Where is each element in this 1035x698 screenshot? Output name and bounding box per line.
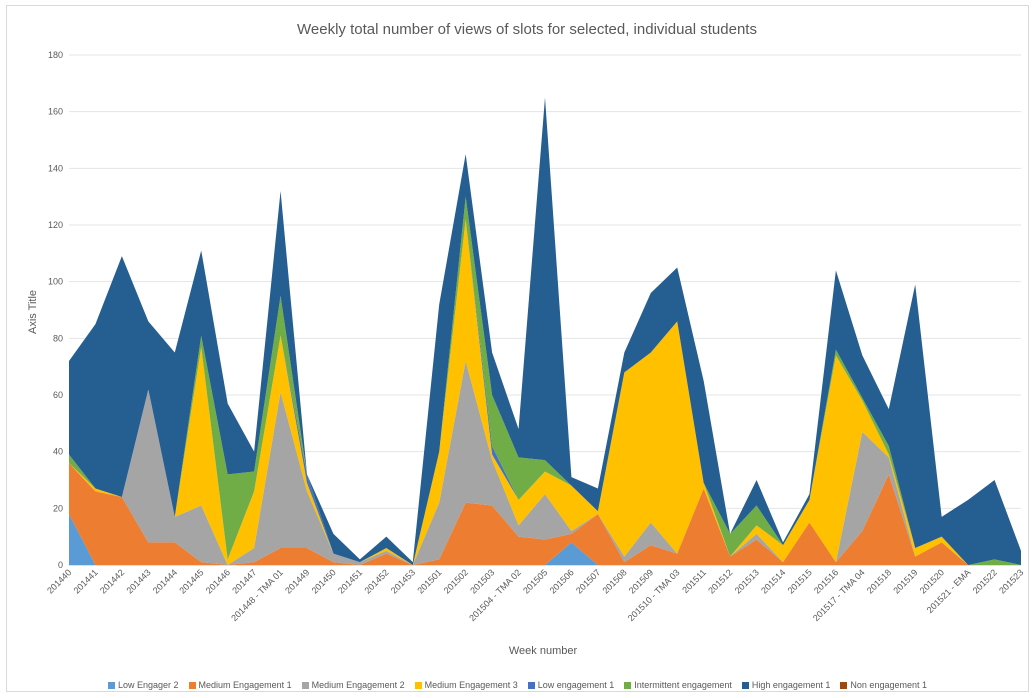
x-tick-label: 201501: [415, 567, 443, 595]
legend-item: Non engagement 1: [840, 678, 927, 692]
legend-swatch: [108, 681, 115, 689]
x-tick-label: 201523: [997, 567, 1025, 595]
y-tick-label: 80: [53, 333, 63, 343]
x-tick-label: 201446: [204, 567, 232, 595]
plot-area: [69, 97, 1021, 566]
x-axis-ticks: 2014402014412014422014432014442014452014…: [45, 567, 1025, 623]
x-tick-label: 201440: [45, 567, 73, 595]
legend-item: High engagement 1: [741, 678, 831, 692]
y-tick-label: 0: [58, 560, 63, 570]
x-tick-label: 201514: [759, 567, 787, 595]
x-tick-label: 201453: [389, 567, 417, 595]
y-tick-label: 60: [53, 390, 63, 400]
x-tick-label: 201513: [733, 567, 761, 595]
x-tick-label: 201442: [98, 567, 126, 595]
x-tick-label: 201522: [971, 567, 999, 595]
chart-legend: Low Engager 2 Medium Engagement 1 Medium E…: [0, 678, 1035, 692]
y-tick-label: 160: [48, 107, 63, 117]
series-area-intermittent-engagement: [69, 196, 1021, 566]
x-tick-label: 201506: [548, 567, 576, 595]
x-tick-label: 201449: [283, 567, 311, 595]
legend-swatch: [624, 681, 632, 689]
legend-swatch: [741, 681, 749, 689]
y-tick-label: 40: [53, 447, 63, 457]
legend-item: Low Engager 2: [108, 678, 179, 692]
x-tick-label: 201445: [177, 567, 205, 595]
legend-item: Medium Engagement 3: [414, 678, 518, 692]
x-tick-label: 201519: [891, 567, 919, 595]
series-area-medium-engagement-2: [69, 361, 1021, 565]
x-tick-label: 201512: [706, 567, 734, 595]
y-axis-label: Axis Title: [27, 290, 39, 334]
legend-item: Medium Engagement 2: [301, 678, 405, 692]
series-area-medium-engagement-3: [69, 219, 1021, 565]
legend-label: Medium Engagement 1: [198, 680, 292, 690]
x-tick-label: 201511: [680, 567, 708, 595]
x-tick-label: 201443: [124, 567, 152, 595]
x-tick-label: 201444: [151, 567, 179, 595]
legend-item: Intermittent engagement: [624, 678, 732, 692]
x-tick-label: 201508: [600, 567, 628, 595]
legend-label: High engagement 1: [751, 680, 831, 690]
x-tick-label: 201507: [574, 567, 602, 595]
legend-label: Intermittent engagement: [634, 680, 732, 690]
series-area-medium-engagement-1: [69, 463, 1021, 565]
legend-item: Low engagement 1: [527, 678, 615, 692]
x-tick-label: 201515: [786, 567, 814, 595]
x-axis-label: Week number: [509, 645, 578, 657]
y-axis-ticks: 0 20 40 60 80 100 120 140 160 180: [48, 50, 63, 570]
legend-swatch: [301, 681, 309, 689]
legend-label: Low engagement 1: [537, 680, 615, 690]
x-tick-label: 201502: [442, 567, 470, 595]
x-tick-label: 201505: [521, 567, 549, 595]
legend-item: Medium Engagement 1: [188, 678, 292, 692]
x-tick-label: 201450: [310, 567, 338, 595]
x-tick-label: 201452: [362, 567, 390, 595]
series-area-low-engagement-1: [69, 219, 1021, 565]
legend-label: Medium Engagement 3: [424, 680, 518, 690]
x-tick-label: 201451: [336, 567, 364, 595]
legend-swatch: [414, 681, 422, 689]
y-tick-label: 140: [48, 163, 63, 173]
chart-title: Weekly total number of views of slots fo…: [297, 21, 757, 38]
legend-label: Medium Engagement 2: [311, 680, 405, 690]
x-tick-label: 201518: [865, 567, 893, 595]
y-tick-label: 120: [48, 220, 63, 230]
legend-label: Low Engager 2: [118, 680, 179, 690]
series-area-high-engagement-1: [69, 97, 1021, 565]
x-tick-label: 201441: [72, 567, 100, 595]
y-tick-label: 180: [48, 50, 63, 60]
legend-swatch: [840, 681, 848, 689]
y-tick-label: 20: [53, 503, 63, 513]
y-tick-label: 100: [48, 277, 63, 287]
legend-label: Non engagement 1: [850, 680, 927, 690]
legend-swatch: [188, 681, 196, 689]
legend-swatch: [527, 681, 535, 689]
